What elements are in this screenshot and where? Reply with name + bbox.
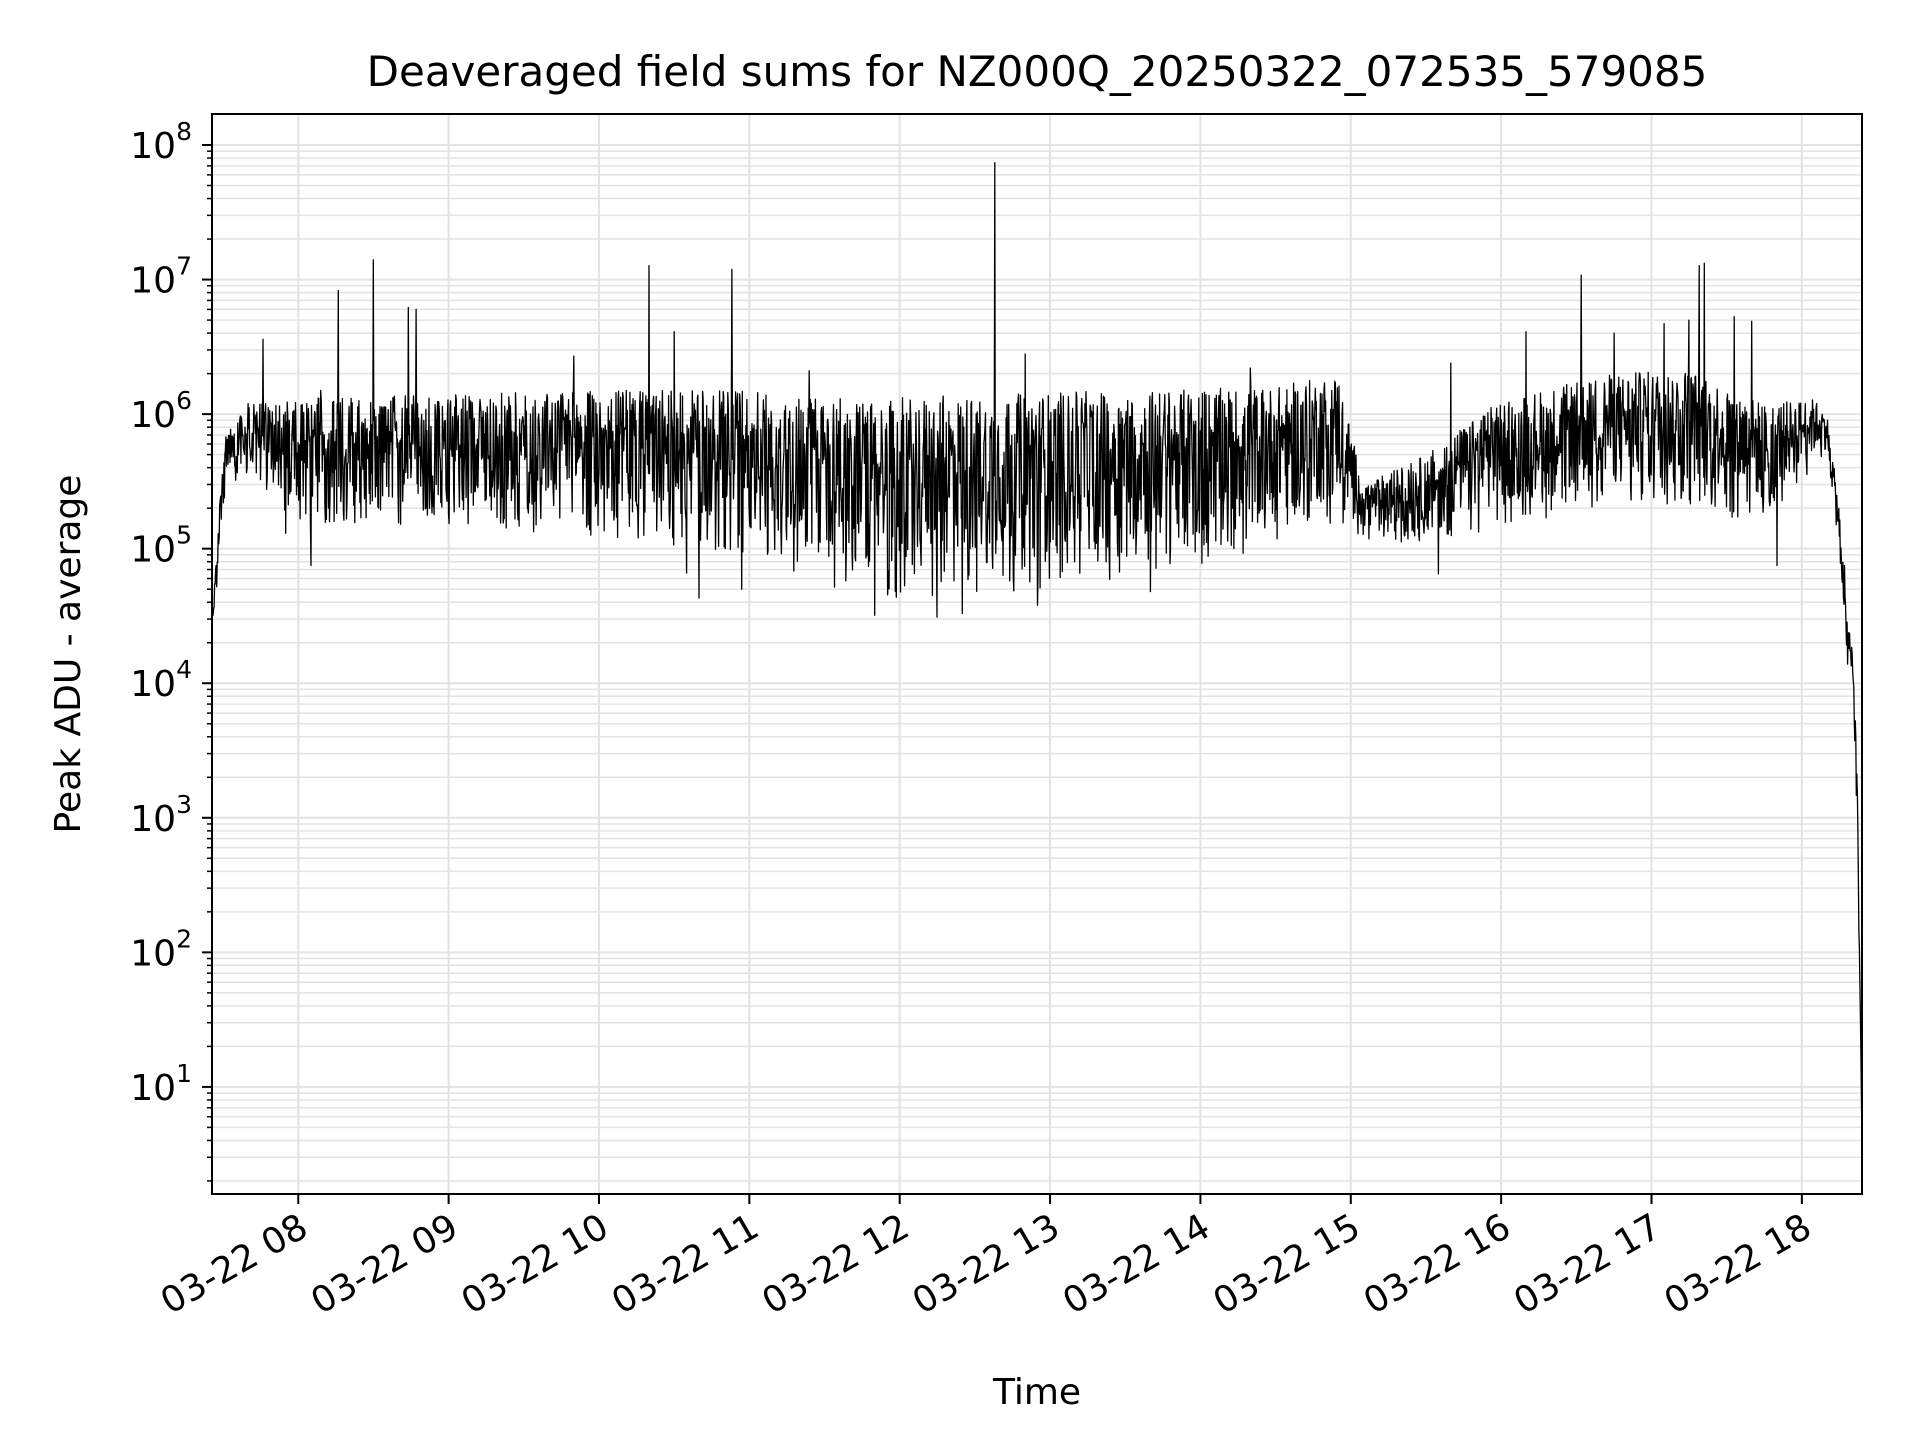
y-tick-label: 106 <box>130 386 192 436</box>
y-tick-label-base: 10 <box>130 530 176 571</box>
plot-frame <box>211 113 1863 1195</box>
y-tick-label-exponent: 1 <box>176 1059 192 1088</box>
y-tick-label: 102 <box>130 924 192 974</box>
x-axis-label: Time <box>992 1372 1081 1413</box>
y-tick-label-exponent: 7 <box>176 252 192 281</box>
y-tick-label-base: 10 <box>130 126 176 167</box>
y-tick-label-base: 10 <box>130 799 176 840</box>
y-tick-label-exponent: 5 <box>176 521 192 550</box>
y-tick-label: 101 <box>130 1059 192 1109</box>
y-tick-label: 104 <box>130 655 192 705</box>
grid <box>212 114 1862 1194</box>
series-line-0 <box>212 161 1862 1141</box>
y-tick-label-base: 10 <box>130 261 176 302</box>
y-tick-label: 103 <box>130 790 192 840</box>
y-tick-label: 105 <box>130 521 192 571</box>
y-tick-label: 108 <box>130 117 192 167</box>
y-tick-label-exponent: 6 <box>176 386 192 415</box>
y-tick-label-exponent: 2 <box>176 924 192 953</box>
y-tick-label-exponent: 8 <box>176 117 192 146</box>
y-tick-label-base: 10 <box>130 1068 176 1109</box>
chart-title: Deaveraged field sums for NZ000Q_2025032… <box>367 47 1708 96</box>
y-axis-label: Peak ADU - average <box>48 475 89 834</box>
y-tick-label-exponent: 3 <box>176 790 192 819</box>
y-tick-label-base: 10 <box>130 933 176 974</box>
series-layer <box>212 161 1862 1141</box>
y-tick-label-base: 10 <box>130 664 176 705</box>
y-tick-label-exponent: 4 <box>176 655 192 684</box>
y-tick-label-base: 10 <box>130 395 176 436</box>
y-tick-label: 107 <box>130 252 192 302</box>
